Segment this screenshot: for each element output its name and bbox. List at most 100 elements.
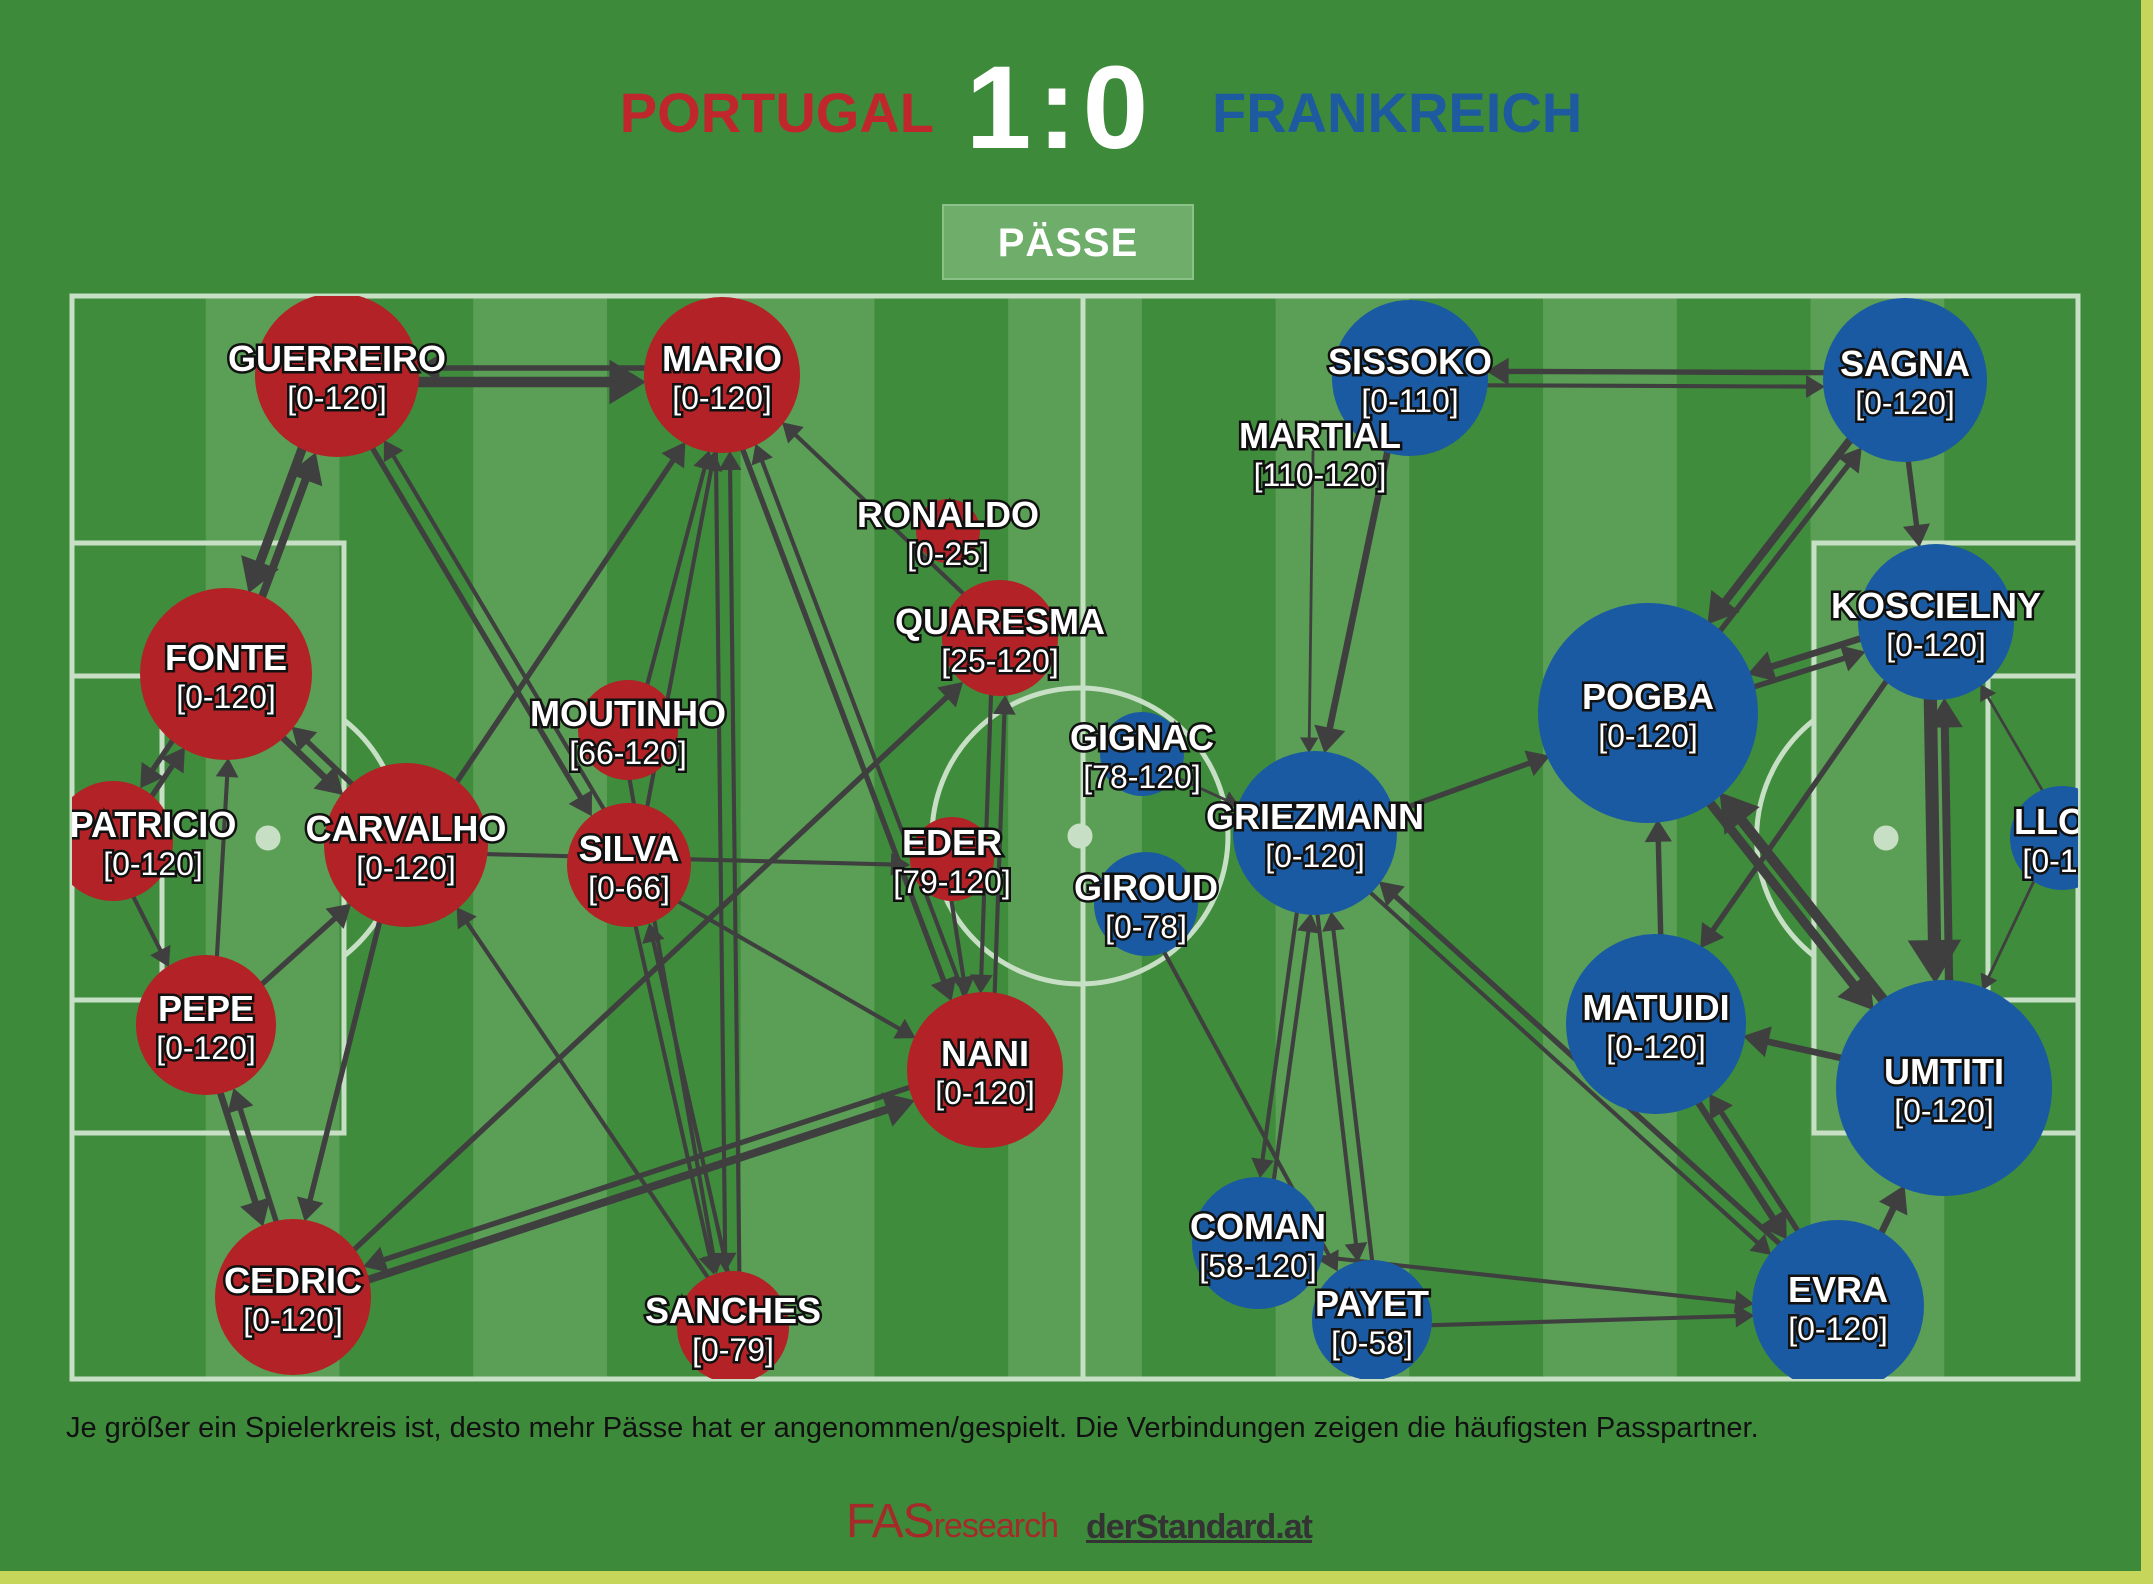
pass-edge bbox=[227, 1088, 283, 1235]
player-koscielny[interactable]: KOSCIELNY[0-120] bbox=[1828, 544, 2044, 700]
pass-edge-line bbox=[1923, 681, 1942, 947]
pass-edge-line bbox=[979, 684, 994, 977]
player-silva[interactable]: SILVA[0-66] bbox=[567, 803, 691, 927]
player-circle[interactable] bbox=[136, 955, 276, 1095]
pass-edge-line bbox=[214, 1080, 259, 1206]
player-circle[interactable] bbox=[1858, 544, 2014, 700]
pass-edge-line bbox=[1904, 447, 1920, 528]
pass-edge-arrowhead bbox=[1524, 750, 1551, 777]
player-eder[interactable]: EDER[79-120] bbox=[891, 817, 1013, 903]
pass-edge-arrowhead bbox=[693, 450, 716, 472]
player-ronaldo[interactable]: RONALDO[0-25] bbox=[855, 492, 1042, 575]
player-patricio[interactable]: PATRICIO[0-120] bbox=[53, 781, 239, 901]
player-circle[interactable] bbox=[677, 1271, 789, 1383]
player-cedric[interactable]: CEDRIC[0-120] bbox=[215, 1219, 371, 1375]
pass-edge-arrowhead bbox=[881, 1092, 915, 1127]
pass-edge bbox=[291, 726, 363, 795]
player-circle[interactable] bbox=[2010, 786, 2114, 890]
pass-edge-line bbox=[354, 1105, 891, 1287]
pass-edge-arrowhead bbox=[313, 765, 344, 796]
player-circle[interactable] bbox=[1566, 934, 1746, 1114]
player-giroud[interactable]: GIROUD[0-78] bbox=[1072, 852, 1221, 956]
pass-edge-arrowhead bbox=[1837, 447, 1862, 474]
pass-edge-arrowhead bbox=[1759, 1209, 1787, 1240]
player-sagna[interactable]: SAGNA[0-120] bbox=[1823, 298, 1987, 462]
player-name: KOSCIELNY bbox=[1831, 585, 2041, 626]
player-pogba[interactable]: POGBA[0-120] bbox=[1538, 603, 1758, 823]
player-nodes: GUERREIRO[0-120] MARIO[0-120] RONALDO[0-25… bbox=[53, 293, 2114, 1392]
player-guerreiro[interactable]: GUERREIRO[0-120] bbox=[225, 293, 449, 457]
player-nani[interactable]: NANI[0-120] bbox=[907, 992, 1063, 1148]
player-circle[interactable] bbox=[942, 580, 1058, 696]
pitch-stripe bbox=[740, 296, 875, 1379]
player-circle[interactable] bbox=[567, 803, 691, 927]
pass-edge bbox=[241, 433, 311, 594]
player-circle[interactable] bbox=[255, 293, 419, 457]
pass-edge bbox=[214, 757, 239, 969]
player-minutes: [0-120] bbox=[1855, 385, 1955, 421]
pass-edge-line bbox=[793, 433, 972, 602]
player-circle[interactable] bbox=[1192, 1177, 1324, 1309]
player-circle[interactable] bbox=[1233, 751, 1397, 915]
player-circle[interactable] bbox=[1836, 980, 2052, 1196]
player-sissoko[interactable]: SISSOKO[0-110] bbox=[1325, 300, 1495, 456]
pass-edge bbox=[1380, 750, 1551, 819]
pass-edge-arrowhead bbox=[937, 682, 964, 708]
player-circle[interactable] bbox=[140, 588, 312, 760]
player-circle[interactable] bbox=[53, 781, 173, 901]
player-martial[interactable]: MARTIAL[110-120] bbox=[1237, 413, 1404, 496]
pass-edge-line bbox=[1718, 1109, 1807, 1244]
player-name: FONTE bbox=[165, 637, 287, 678]
player-name: GRIEZMANN bbox=[1206, 796, 1424, 837]
player-circle[interactable] bbox=[578, 680, 678, 780]
player-pepe[interactable]: PEPE[0-120] bbox=[136, 955, 276, 1095]
player-lloris[interactable]: LLO[0-1 bbox=[2010, 786, 2114, 890]
player-matuidi[interactable]: MATUIDI[0-120] bbox=[1566, 934, 1746, 1114]
pass-edge bbox=[296, 908, 386, 1222]
player-griezmann[interactable]: GRIEZMANN[0-120] bbox=[1204, 751, 1427, 915]
player-minutes: [78-120] bbox=[1083, 759, 1200, 795]
player-quaresma[interactable]: QUARESMA[25-120] bbox=[892, 580, 1108, 696]
player-sanches[interactable]: SANCHES[0-79] bbox=[642, 1271, 824, 1383]
pass-edge bbox=[782, 422, 972, 602]
player-gignac[interactable]: GIGNAC[78-120] bbox=[1068, 712, 1217, 798]
center-spot bbox=[1067, 823, 1093, 849]
player-evra[interactable]: EVRA[0-120] bbox=[1752, 1220, 1924, 1392]
player-fonte[interactable]: FONTE[0-120] bbox=[140, 588, 312, 760]
player-circle[interactable] bbox=[916, 499, 980, 563]
player-circle[interactable] bbox=[1100, 712, 1184, 796]
player-moutinho[interactable]: MOUTINHO[66-120] bbox=[528, 680, 728, 780]
player-carvalho[interactable]: CARVALHO[0-120] bbox=[303, 763, 509, 927]
pass-edge bbox=[1251, 899, 1301, 1178]
player-circle[interactable] bbox=[1538, 603, 1758, 823]
tab-passes[interactable]: PÄSSE bbox=[942, 204, 1194, 280]
pass-edge-line bbox=[1986, 696, 2048, 798]
away-team-name: FRANKREICH bbox=[1212, 81, 1583, 144]
fas-research-logo[interactable]: FASresearch bbox=[846, 1494, 1059, 1549]
player-minutes: [0-79] bbox=[692, 1332, 774, 1368]
player-circle[interactable] bbox=[215, 1219, 371, 1375]
player-circle[interactable] bbox=[910, 817, 994, 901]
pass-edge-arrowhead bbox=[1297, 913, 1320, 934]
player-mario[interactable]: MARIO[0-120] bbox=[644, 297, 800, 453]
player-circle[interactable] bbox=[1312, 1260, 1432, 1380]
pass-edge-arrowhead bbox=[568, 789, 592, 817]
player-coman[interactable]: COMAN[58-120] bbox=[1188, 1177, 1328, 1309]
player-circle[interactable] bbox=[1094, 852, 1198, 956]
player-circle[interactable] bbox=[907, 992, 1063, 1148]
pass-edge bbox=[252, 903, 352, 994]
pass-edge-arrowhead bbox=[1719, 792, 1760, 835]
player-circle[interactable] bbox=[644, 297, 800, 453]
player-circle[interactable] bbox=[1752, 1220, 1924, 1392]
player-circle[interactable] bbox=[1332, 300, 1488, 456]
player-umtiti[interactable]: UMTITI[0-120] bbox=[1836, 980, 2052, 1196]
player-payet[interactable]: PAYET[0-58] bbox=[1312, 1260, 1432, 1380]
pass-edge bbox=[214, 1080, 271, 1227]
player-minutes: [0-78] bbox=[1105, 909, 1187, 945]
player-circle[interactable] bbox=[324, 763, 488, 927]
pass-edge-line bbox=[363, 435, 583, 800]
derstandard-logo[interactable]: derStandard.at bbox=[1086, 1508, 1313, 1546]
pass-edge-arrowhead bbox=[241, 555, 279, 594]
pass-edges bbox=[127, 354, 2048, 1328]
player-circle[interactable] bbox=[1823, 298, 1987, 462]
